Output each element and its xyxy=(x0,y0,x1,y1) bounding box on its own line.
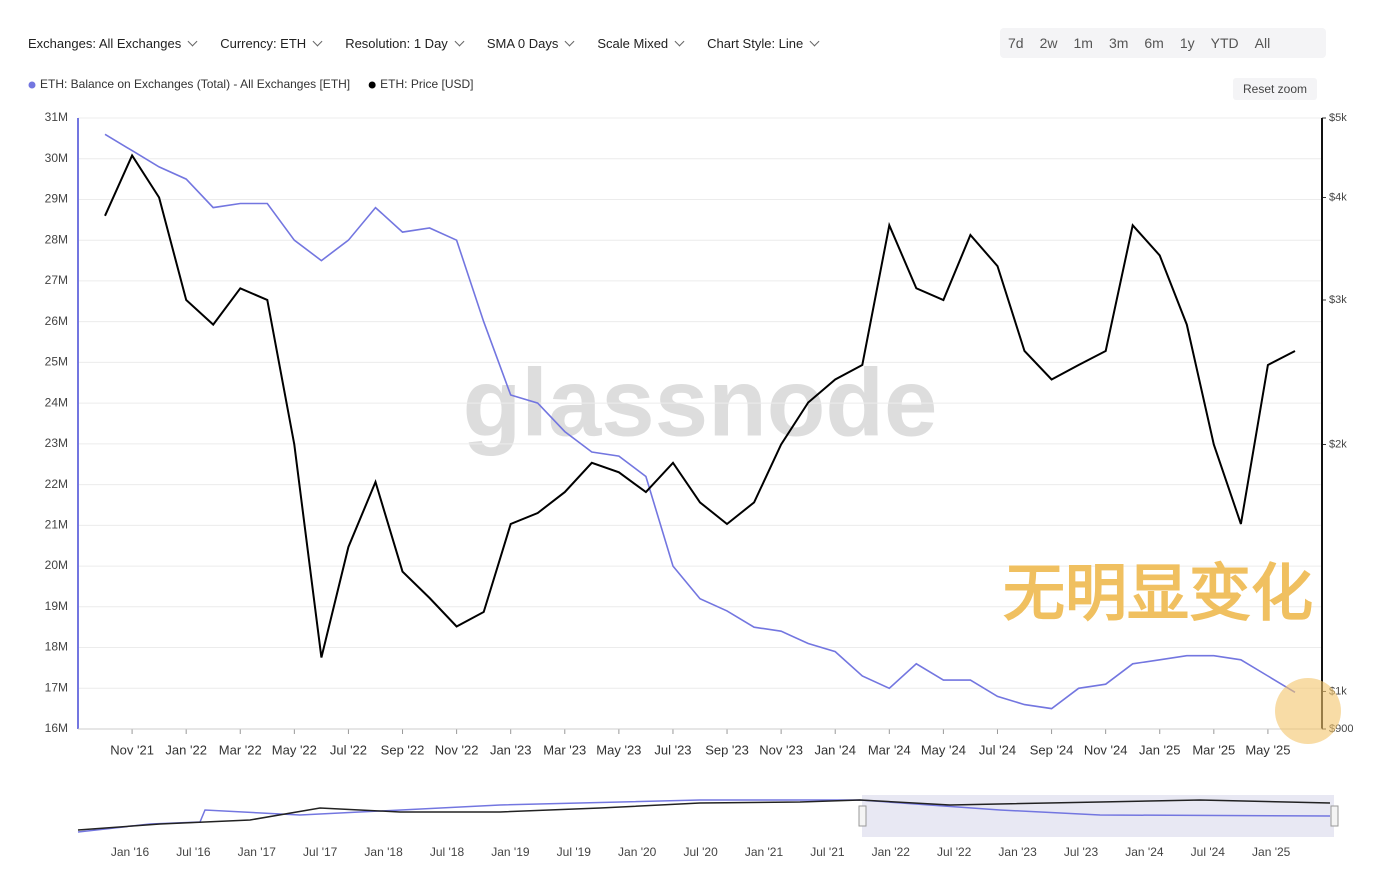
toolbar: Exchanges: All Exchanges Currency: ETH Res… xyxy=(28,36,822,51)
y-tick-label: 24M xyxy=(45,395,68,409)
x-tick-label: Mar '22 xyxy=(219,742,262,757)
y-tick-label: 30M xyxy=(45,151,68,165)
y2-tick-label: $1k xyxy=(1329,685,1347,697)
x-tick-label: May '25 xyxy=(1245,742,1290,757)
y-tick-label: 28M xyxy=(45,232,68,246)
navigator-label: Jan '24 xyxy=(1125,845,1164,859)
x-tick-label: May '22 xyxy=(272,742,317,757)
y-tick-label: 17M xyxy=(45,680,68,694)
y-tick-label: 27M xyxy=(45,273,68,287)
x-tick-label: May '23 xyxy=(596,742,641,757)
y2-tick-label: $5k xyxy=(1329,112,1347,124)
x-tick-label: Sep '22 xyxy=(381,742,425,757)
x-tick-label: Jul '23 xyxy=(654,742,691,757)
range-button[interactable]: 6m xyxy=(1144,35,1164,51)
navigator-label: Jul '23 xyxy=(1064,845,1099,859)
navigator-label: Jan '16 xyxy=(111,845,150,859)
annotation: 无明显变化 xyxy=(1003,559,1313,628)
navigator-label: Jul '16 xyxy=(176,845,211,859)
y-tick-label: 23M xyxy=(45,436,68,450)
y-tick-label: 31M xyxy=(45,110,68,124)
legend-marker xyxy=(28,81,36,89)
y-tick-label: 29M xyxy=(45,192,68,206)
range-button[interactable]: 1m xyxy=(1073,35,1093,51)
navigator-label: Jul '20 xyxy=(683,845,718,859)
reset-zoom[interactable]: Reset zoom xyxy=(1233,78,1318,100)
x-tick-label: Sep '23 xyxy=(705,742,749,757)
navigator-label: Jul '19 xyxy=(557,845,592,859)
navigator-label: Jul '21 xyxy=(810,845,845,859)
x-tick-label: Jan '24 xyxy=(814,742,856,757)
x-tick-label: Nov '24 xyxy=(1084,742,1128,757)
y-tick-label: 19M xyxy=(45,599,68,613)
legend-marker xyxy=(368,81,376,89)
navigator-line xyxy=(77,799,1331,831)
y2-tick-label: $3k xyxy=(1329,294,1347,306)
y-tick-label: 21M xyxy=(45,518,68,532)
navigator-label: Jan '17 xyxy=(238,845,277,859)
y-tick-label: 18M xyxy=(45,640,68,654)
range-button[interactable]: 7d xyxy=(1008,35,1024,51)
y-tick-label: 26M xyxy=(45,314,68,328)
x-tick-label: May '24 xyxy=(921,742,966,757)
x-tick-label: Jul '22 xyxy=(330,742,367,757)
navigator-label: Jan '20 xyxy=(618,845,657,859)
range-buttons: 7d 2w 1m 3m 6m 1y YTD All xyxy=(1000,28,1326,58)
navigator-handle xyxy=(1330,805,1339,827)
navigator-label: Jan '21 xyxy=(745,845,784,859)
legend-label: ETH: Balance on Exchanges (Total) - All … xyxy=(40,77,350,91)
x-tick-label: Nov '23 xyxy=(759,742,803,757)
navigator-handle xyxy=(858,805,867,827)
x-tick-label: Jan '25 xyxy=(1139,742,1181,757)
x-tick-label: Mar '24 xyxy=(868,742,911,757)
navigator-label: Jul '18 xyxy=(430,845,465,859)
filter-dropdown[interactable]: SMA 0 Days xyxy=(487,36,578,51)
series-line xyxy=(104,153,1296,658)
range-button[interactable]: YTD xyxy=(1210,35,1239,51)
y-tick-label: 20M xyxy=(45,558,68,572)
navigator-line xyxy=(77,799,1331,833)
y2-tick-label: $2k xyxy=(1329,438,1347,450)
legend-label: ETH: Price [USD] xyxy=(380,77,473,91)
range-button[interactable]: 1y xyxy=(1179,35,1195,51)
filter-dropdown[interactable]: Chart Style: Line xyxy=(707,36,822,51)
y2-tick-label: $900 xyxy=(1329,723,1353,735)
x-tick-label: Nov '21 xyxy=(110,742,154,757)
y-tick-label: 16M xyxy=(45,721,68,735)
x-tick-label: Jan '22 xyxy=(165,742,207,757)
series-line xyxy=(104,133,1296,710)
range-button[interactable]: 3m xyxy=(1108,35,1129,51)
navigator-label: Jan '18 xyxy=(364,845,403,859)
range-button[interactable]: 2w xyxy=(1039,35,1058,51)
navigator-label: Jan '23 xyxy=(998,845,1037,859)
navigator-label: Jul '24 xyxy=(1191,845,1226,859)
filter-dropdown[interactable]: Resolution: 1 Day xyxy=(345,36,467,51)
x-tick-label: Jan '23 xyxy=(490,742,532,757)
navigator-label: Jul '17 xyxy=(303,845,338,859)
y-tick-label: 22M xyxy=(45,477,68,491)
x-tick-label: Sep '24 xyxy=(1030,742,1074,757)
navigator-window xyxy=(862,795,1334,837)
x-tick-label: Mar '23 xyxy=(543,742,586,757)
watermark: glassnode xyxy=(463,349,938,456)
navigator-label: Jan '25 xyxy=(1252,845,1291,859)
x-tick-label: Mar '25 xyxy=(1192,742,1235,757)
filter-dropdown[interactable]: Exchanges: All Exchanges xyxy=(28,36,200,51)
y-tick-label: 25M xyxy=(45,355,68,369)
filter-dropdown[interactable]: Scale Mixed xyxy=(597,36,687,51)
navigator-label: Jul '22 xyxy=(937,845,972,859)
x-tick-label: Nov '22 xyxy=(435,742,479,757)
range-button[interactable]: All xyxy=(1254,35,1271,51)
navigator-label: Jan '19 xyxy=(491,845,530,859)
filter-dropdown[interactable]: Currency: ETH xyxy=(220,36,325,51)
highlight xyxy=(1275,678,1341,744)
x-tick-label: Jul '24 xyxy=(979,742,1016,757)
y2-tick-label: $4k xyxy=(1329,191,1347,203)
navigator-label: Jan '22 xyxy=(872,845,911,859)
